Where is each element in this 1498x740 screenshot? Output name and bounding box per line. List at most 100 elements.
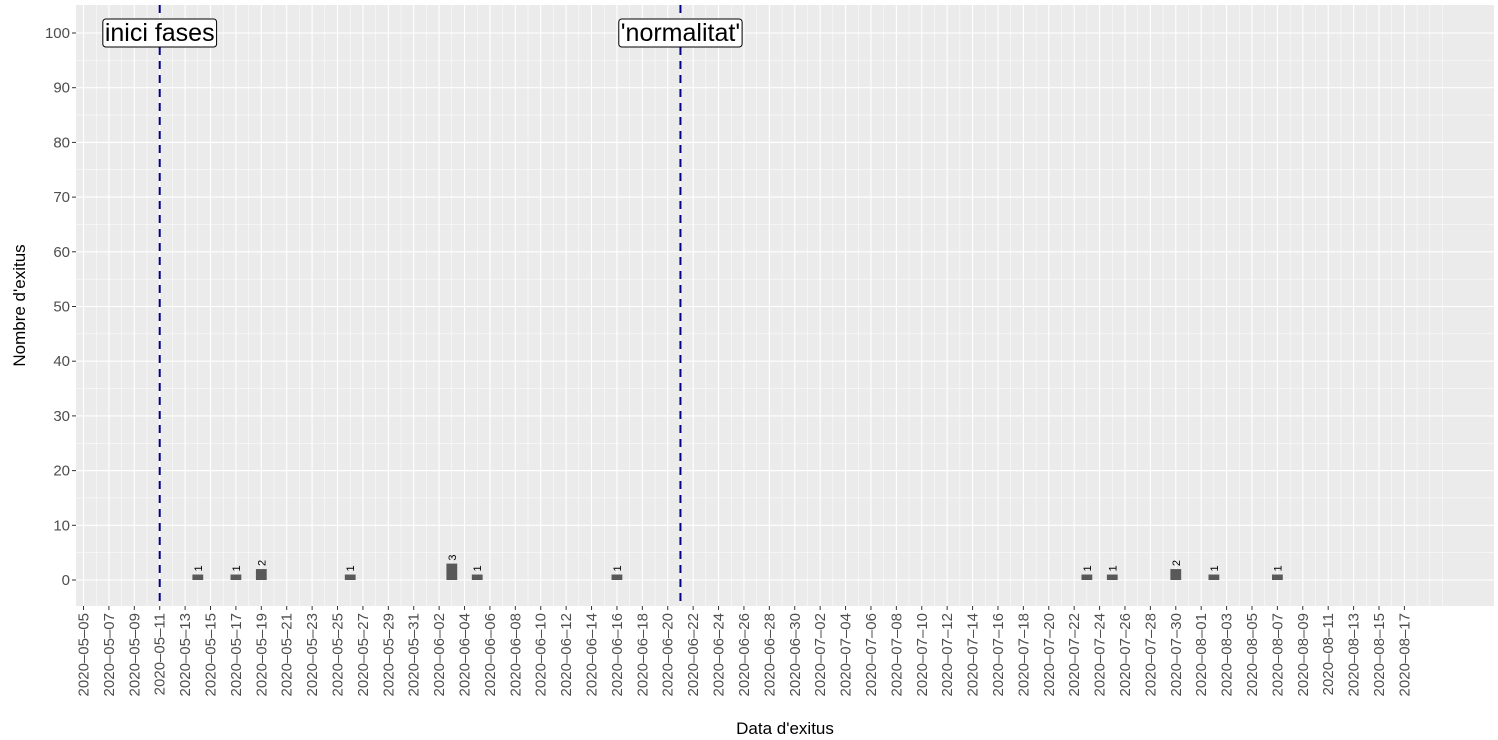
annotation-text: 'normalitat' xyxy=(621,19,740,47)
x-tick-label: 2020–07–12 xyxy=(939,613,956,696)
x-tick-label: 2020–06–12 xyxy=(558,613,575,696)
bar xyxy=(1106,574,1118,580)
bar xyxy=(1170,569,1182,580)
x-tick-label: 2020–06–30 xyxy=(787,613,804,696)
x-tick-label: 2020–06–08 xyxy=(507,613,524,696)
x-tick-label: 2020–08–09 xyxy=(1295,613,1312,696)
x-tick-label: 2020–08–15 xyxy=(1371,613,1388,696)
x-tick-label: 2020–08–03 xyxy=(1219,613,1236,696)
x-tick-label: 2020–07–22 xyxy=(1066,613,1083,696)
reference-lines xyxy=(158,5,682,606)
x-tick-label: 2020–05–17 xyxy=(228,613,245,696)
x-tick-label: 2020–08–11 xyxy=(1320,613,1337,695)
bar xyxy=(471,574,483,580)
x-tick-label: 2020–07–04 xyxy=(838,613,855,696)
y-tick-label: 50 xyxy=(53,299,70,316)
bar-value-label: 1 xyxy=(472,565,484,571)
x-tick-label: 2020–06–16 xyxy=(609,613,626,696)
x-tick-label: 2020–05–25 xyxy=(330,613,347,696)
bar-value-label: 1 xyxy=(1272,565,1284,571)
x-tick-label: 2020–07–18 xyxy=(1015,613,1032,696)
y-tick-label: 0 xyxy=(62,572,70,589)
x-axis-title: Data d'exitus xyxy=(736,719,834,738)
bar xyxy=(1081,574,1093,580)
x-tick-label: 2020–07–28 xyxy=(1142,613,1159,696)
x-tick-label: 2020–07–26 xyxy=(1117,613,1134,696)
y-tick-label: 10 xyxy=(53,517,70,534)
bar-value-label: 1 xyxy=(612,565,624,571)
y-axis-title: Nombre d'exitus xyxy=(10,244,29,366)
x-tick-label: 2020–07–02 xyxy=(812,613,829,696)
x-tick-label: 2020–07–06 xyxy=(863,613,880,696)
x-tick-label: 2020–07–08 xyxy=(888,613,905,696)
x-tick-label: 2020–07–30 xyxy=(1168,613,1185,696)
bar-value-label: 1 xyxy=(345,565,357,571)
y-tick-label: 70 xyxy=(53,189,70,206)
y-tick-label: 60 xyxy=(53,244,70,261)
y-tick-label: 90 xyxy=(53,80,70,97)
bars xyxy=(192,563,1283,580)
bar xyxy=(192,574,204,580)
x-tick-label: 2020–05–27 xyxy=(355,613,372,696)
x-tick-label: 2020–05–09 xyxy=(126,613,143,696)
bar-value-label: 2 xyxy=(256,560,268,566)
x-tick-label: 2020–05–15 xyxy=(203,613,220,696)
annotations: inici fases 'normalitat' xyxy=(102,18,743,48)
x-tick-label: 2020–05–11 xyxy=(152,613,169,695)
annotation-text: inici fases xyxy=(105,19,215,47)
y-tick-label: 20 xyxy=(53,463,70,480)
bar-labels: 1 1 2 1 3 1 1 1 1 2 1 1 xyxy=(193,554,1285,571)
bar xyxy=(230,574,242,580)
x-tick-label: 2020–06–28 xyxy=(761,613,778,696)
x-tick-label: 2020–06–26 xyxy=(736,613,753,696)
x-tick-label: 2020–05–29 xyxy=(380,613,397,696)
x-tick-label: 2020–05–31 xyxy=(406,613,423,696)
x-tick-label: 2020–06–02 xyxy=(431,613,448,696)
x-tick-label: 2020–07–24 xyxy=(1092,613,1109,696)
plot-panel xyxy=(76,5,1494,606)
x-tick-label: 2020–07–20 xyxy=(1041,613,1058,696)
x-tick-label: 2020–08–05 xyxy=(1244,613,1261,696)
x-tick-label: 2020–08–13 xyxy=(1346,613,1363,696)
x-tick-label: 2020–05–19 xyxy=(253,613,270,696)
x-tick-label: 2020–05–07 xyxy=(101,613,118,696)
x-tick-label: 2020–08–01 xyxy=(1193,613,1210,696)
x-tick-label: 2020–06–24 xyxy=(711,613,728,696)
x-tick-label: 2020–08–17 xyxy=(1396,613,1413,696)
bar-value-label: 3 xyxy=(447,554,459,560)
reference-line-annotation: inici fases xyxy=(102,18,218,48)
y-axis: 0 10 20 30 40 50 60 70 80 90 100 xyxy=(45,25,76,589)
bar xyxy=(255,569,267,580)
y-tick-label: 30 xyxy=(53,408,70,425)
x-tick-label: 2020–06–04 xyxy=(457,613,474,696)
x-tick-label: 2020–07–16 xyxy=(990,613,1007,696)
bar-value-label: 1 xyxy=(1209,565,1221,571)
bar xyxy=(1271,574,1283,580)
annotation-box xyxy=(618,18,743,48)
y-tick-label: 40 xyxy=(53,353,70,370)
bar-value-label: 1 xyxy=(1107,565,1119,571)
y-tick-label: 100 xyxy=(45,25,70,42)
x-axis: 2020–05–05 2020–05–07 2020–05–09 2020–05–11… xyxy=(76,606,1413,696)
x-tick-label: 2020–06–14 xyxy=(584,613,601,696)
bar xyxy=(1208,574,1220,580)
bar-value-label: 1 xyxy=(1082,565,1094,571)
bar-value-label: 1 xyxy=(193,565,205,571)
bar xyxy=(611,574,623,580)
x-tick-label: 2020–07–10 xyxy=(914,613,931,696)
x-tick-label: 2020–05–05 xyxy=(76,613,93,696)
reference-line-annotation: 'normalitat' xyxy=(618,18,743,48)
x-tick-label: 2020–05–21 xyxy=(279,613,296,696)
x-tick-label: 2020–05–23 xyxy=(304,613,321,696)
bar xyxy=(446,563,458,580)
y-tick-label: 80 xyxy=(53,134,70,151)
x-tick-label: 2020–06–18 xyxy=(634,613,651,696)
x-tick-label: 2020–06–06 xyxy=(482,613,499,696)
x-tick-label: 2020–06–20 xyxy=(660,613,677,696)
x-tick-label: 2020–06–22 xyxy=(685,613,702,696)
bar-value-label: 2 xyxy=(1171,560,1183,566)
grid-major xyxy=(76,5,1494,606)
x-tick-label: 2020–06–10 xyxy=(533,613,550,696)
bar-value-label: 1 xyxy=(231,565,243,571)
annotation-box xyxy=(102,18,218,48)
